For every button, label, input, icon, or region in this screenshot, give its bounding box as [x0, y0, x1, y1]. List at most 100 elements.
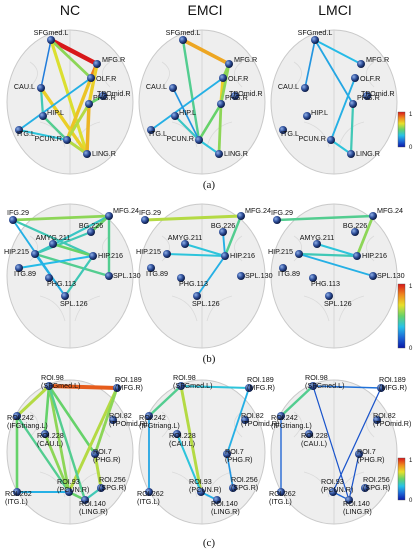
node-label-spl126: SPL.126 — [324, 299, 352, 308]
node-label-sfg: SFGmed.L — [166, 28, 201, 37]
node-sfg — [309, 382, 317, 390]
node-mfg — [377, 384, 385, 392]
node-phg — [91, 450, 99, 458]
node-cau — [37, 84, 45, 92]
edge-sfg-mfg — [48, 37, 100, 67]
node-label-hipr: HIP.216 — [230, 251, 255, 260]
node-phg — [85, 100, 93, 108]
node-bg — [351, 228, 359, 236]
node-itg — [147, 264, 155, 272]
node-label-cau: ROI.228 — [169, 431, 196, 440]
node-sublabel-ling: (LING.R) — [211, 507, 240, 516]
node-ifg — [13, 412, 21, 420]
node-hip — [171, 112, 179, 120]
node-sublabel-spg: (SPG.R) — [363, 483, 390, 492]
node-itg — [15, 264, 23, 272]
node-ling — [345, 496, 353, 504]
edge-itg-olf — [150, 77, 224, 131]
node-hipr — [89, 252, 97, 260]
node-mfg — [105, 212, 113, 220]
node-hip — [303, 112, 311, 120]
node-cau — [173, 430, 181, 438]
node-sublabel-tpo: (TPOmid.R) — [373, 419, 411, 428]
node-label-spg: ROI.256 — [99, 475, 126, 484]
node-label-ifg: ROI.242 — [7, 413, 34, 422]
node-cau — [305, 430, 313, 438]
node-sublabel-pcun: (PCUN.R) — [57, 485, 89, 494]
edge-sfg-cau — [304, 39, 316, 89]
node-itg — [279, 126, 287, 134]
node-hipl — [163, 250, 171, 258]
edge-mfg-hipr — [355, 214, 375, 258]
node-spl126 — [61, 292, 69, 300]
node-label-phg: PHG.R — [93, 93, 116, 102]
colorbar-b-min-label: 0 — [409, 346, 413, 352]
node-label-mfg: MFG.24 — [113, 206, 139, 215]
edge-sfg-olf — [49, 38, 93, 80]
edge-phg-pcun — [65, 102, 91, 142]
node-bg — [87, 228, 95, 236]
node-sublabel-mfg: (MFG.R) — [379, 383, 407, 392]
node-sublabel-mfg: (MFG.R) — [115, 383, 143, 392]
edge-mfg-phg — [87, 62, 99, 106]
edge-ifg-mfg — [11, 214, 111, 222]
edge-phg-pcun — [197, 102, 223, 142]
node-label-sfg: SFGmed.L — [34, 28, 69, 37]
edge-pcun-ling — [65, 138, 89, 156]
node-itg — [145, 488, 153, 496]
edge-sfg-mfg — [46, 383, 120, 391]
node-sublabel-pcun: (PCUN.R) — [321, 485, 353, 494]
node-cau — [41, 430, 49, 438]
node-label-tpo: TPOmid.R — [97, 89, 131, 98]
node-tpo — [363, 92, 371, 100]
node-label-olf: OLF.R — [228, 74, 248, 83]
node-sublabel-sfg: (SFGmed.L) — [173, 381, 213, 390]
brain-outline-0-1 — [138, 29, 266, 175]
node-label-cau: ROI.228 — [37, 431, 64, 440]
connection-edges — [11, 37, 382, 502]
edge-ifg-mfg — [143, 214, 243, 222]
node-label-itg: ITG.L — [149, 129, 167, 138]
node-spg — [361, 484, 369, 492]
node-label-ling: ROI.140 — [343, 499, 370, 508]
node-label-phg: ROI.7 — [225, 447, 244, 456]
edge-sfg-ifg — [279, 384, 315, 418]
node-label-ling: ROI.140 — [211, 499, 238, 508]
node-sfg — [47, 36, 55, 44]
node-label-spg: ROI.256 — [231, 475, 258, 484]
node-label-tpo: ROI.82 — [373, 411, 396, 420]
node-sublabel-spg: (SPG.R) — [231, 483, 258, 492]
node-label-spl130: SPL.130 — [377, 271, 405, 280]
node-sublabel-itg: (ITG.L) — [5, 497, 28, 506]
node-pcun — [195, 136, 203, 144]
colorbar-a-max-label: 1 — [409, 112, 413, 118]
panel-caption-c: (c) — [203, 537, 216, 549]
node-sublabel-sfg: (SFGmed.L) — [41, 381, 81, 390]
column-heading-emci: EMCI — [188, 2, 223, 18]
edge-sfg-mfg — [312, 385, 382, 389]
node-label-mfg: MFG.R — [102, 55, 125, 64]
node-sublabel-tpo: (TPOmid.R) — [109, 419, 147, 428]
node-spl130 — [237, 272, 245, 280]
node-label-spl130: SPL.130 — [113, 271, 141, 280]
node-label-hip: HIP.L — [179, 108, 196, 117]
node-label-sfg: ROI.98 — [173, 373, 196, 382]
edge-hip-pcun — [173, 114, 201, 142]
node-label-sfg: ROI.98 — [41, 373, 64, 382]
edge-bg-hipr — [222, 231, 226, 257]
node-label-mfg: ROI.189 — [115, 375, 142, 384]
node-ling — [215, 150, 223, 158]
node-pcun — [197, 488, 205, 496]
node-label-olf: OLF.R — [360, 74, 380, 83]
node-label-phg: ROI.7 — [357, 447, 376, 456]
node-spl126 — [193, 292, 201, 300]
edge-amyg-hipr — [315, 242, 359, 258]
node-label-pcun: ROI.93 — [321, 477, 344, 486]
node-sublabel-ifg: (IFGtriang.L) — [7, 421, 48, 430]
node-mfg — [237, 212, 245, 220]
node-hipl — [31, 250, 39, 258]
node-tpo — [109, 416, 117, 424]
node-label-phg: PHG.113 — [179, 279, 208, 288]
node-sublabel-ifg: (IFGtriang.L) — [271, 421, 312, 430]
brain-outline-0-2 — [270, 29, 398, 175]
